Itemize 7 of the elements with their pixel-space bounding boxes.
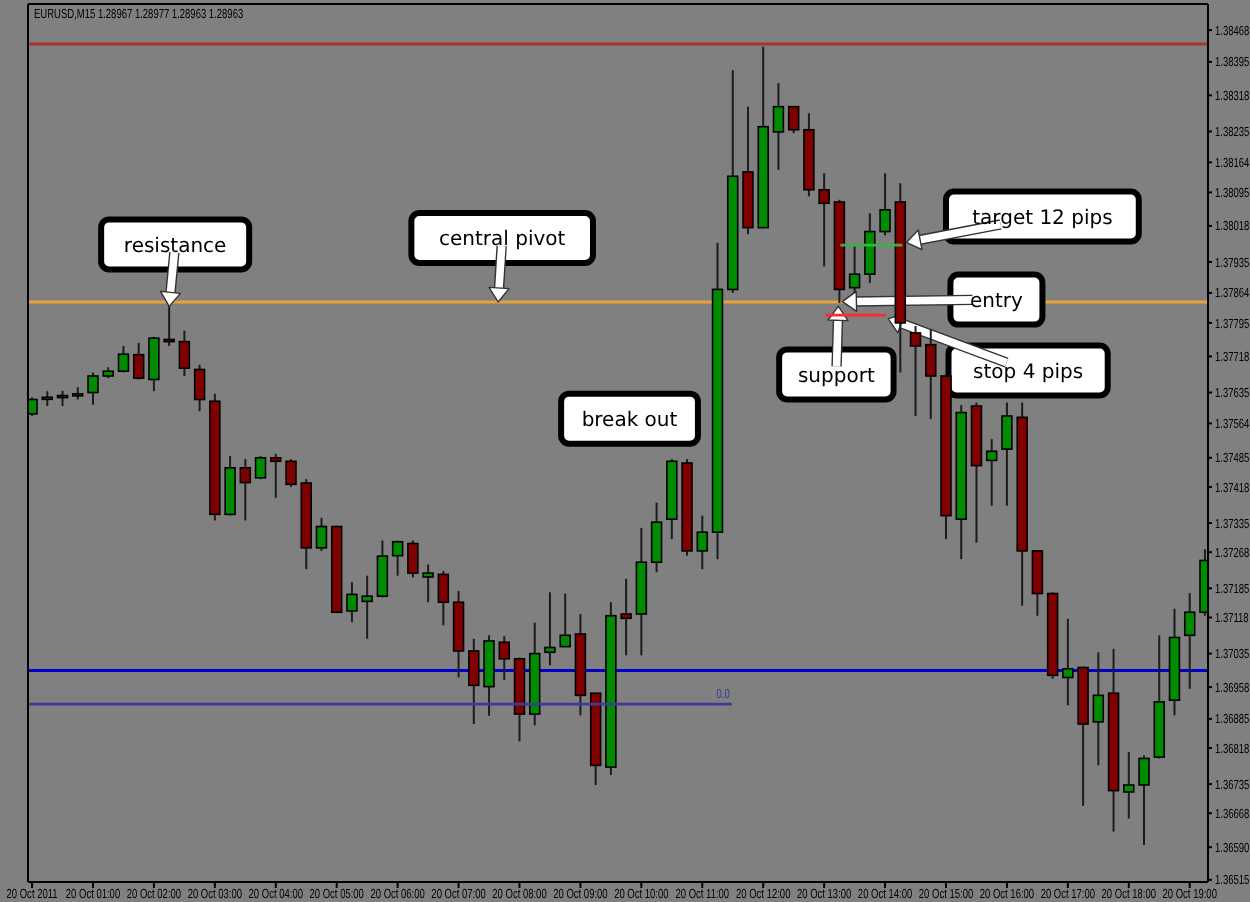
- annotation: break out: [581, 409, 678, 432]
- annotation: support: [797, 365, 875, 388]
- annotation: stop 4 pips: [973, 361, 1084, 384]
- annotation: entry: [969, 290, 1024, 313]
- annotation: target 12 pips: [972, 207, 1113, 230]
- annotation: resistance: [123, 235, 227, 258]
- annotation: central pivot: [438, 229, 566, 252]
